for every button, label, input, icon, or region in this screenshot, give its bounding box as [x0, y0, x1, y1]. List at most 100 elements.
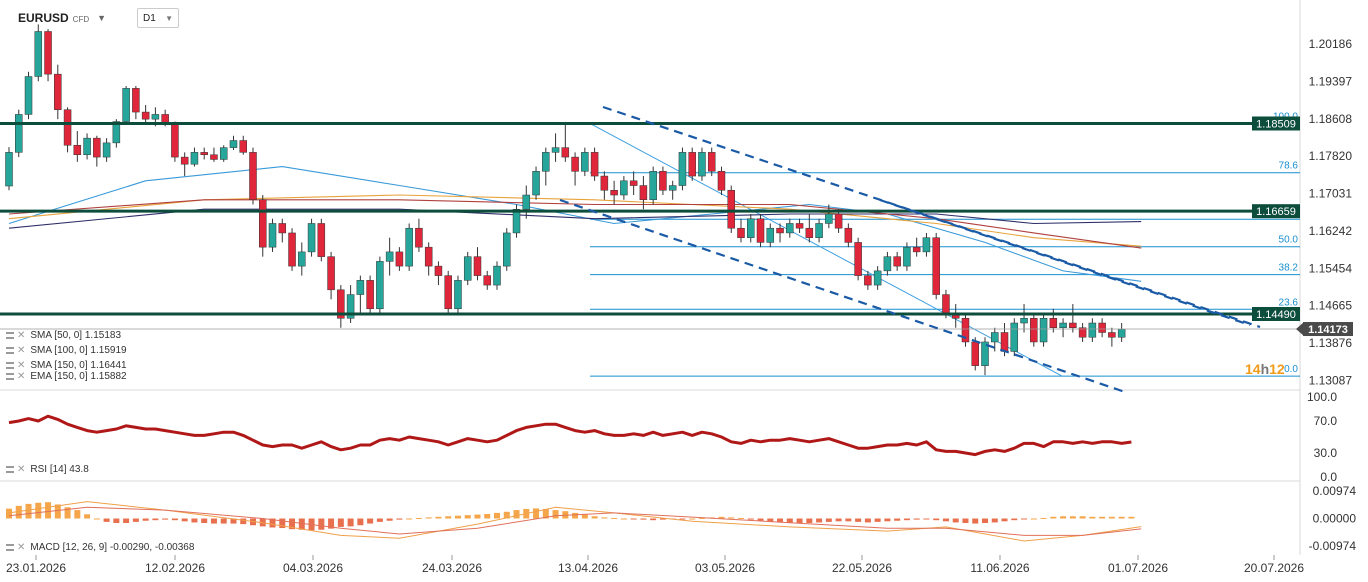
price-axis[interactable]: 1.20186 1.19397 1.18608 1.17820 1.17031 1.162… [1309, 37, 1353, 388]
candle-body [385, 251, 394, 262]
candle-body [151, 114, 160, 120]
macd-histogram-bar [142, 518, 149, 521]
chevron-down-icon: ▼ [97, 13, 107, 23]
candle-body [756, 218, 765, 243]
close-icon[interactable]: ✕ [17, 330, 26, 341]
macd-tick-label: -0.00974 [1309, 539, 1357, 553]
candle-body [93, 137, 101, 158]
symbol-name: EURUSD [18, 11, 69, 25]
macd-histogram-bar [103, 518, 110, 522]
candle-body [922, 237, 931, 253]
macd-histogram-bar [1021, 518, 1028, 520]
horizontal-levels[interactable]: 1.18509 1.16659 1.14490 1.14173 14h12 [0, 116, 1353, 377]
indicator-legend-rsi[interactable]: ✕ RSI [14] 43.8 [6, 463, 89, 476]
candle-body [73, 144, 82, 155]
indicator-legend-sma100[interactable]: ✕ SMA [100, 0] 1.15919 [6, 344, 127, 357]
menu-icon[interactable] [6, 347, 14, 354]
macd-histogram-bar [962, 518, 969, 523]
menu-icon[interactable] [6, 373, 14, 380]
date-tick-label: 13.04.2026 [558, 561, 618, 575]
close-icon[interactable]: ✕ [17, 360, 26, 371]
indicator-legend-sma50[interactable]: ✕ SMA [50, 0] 1.15183 [6, 329, 121, 342]
time-axis[interactable]: 23.01.2026 12.02.2026 04.03.2026 24.03.2026… [6, 555, 1304, 575]
macd-histogram-bar [484, 514, 491, 519]
chevron-down-icon: ▼ [165, 13, 173, 23]
candle-body [961, 318, 970, 343]
menu-icon[interactable] [6, 332, 14, 339]
macd-histogram-bar [894, 518, 901, 521]
candle-body [219, 147, 228, 160]
candle-body [747, 218, 755, 238]
candle-body [991, 332, 999, 343]
rsi-tick-label: 0.0 [1320, 470, 1337, 484]
level-price-tag [1252, 116, 1300, 131]
macd-histogram-bar [757, 518, 764, 521]
macd-histogram-bar [6, 508, 12, 519]
grid [0, 0, 1301, 555]
candle-countdown: 14h12 [1245, 361, 1285, 377]
level-price-label: 1.14490 [1256, 309, 1296, 321]
candle-body [122, 88, 130, 122]
fibonacci-retracement[interactable]: 100.078.661.850.038.223.60.0 [589, 111, 1300, 377]
indicator-legend-ema150[interactable]: ✕ EMA [150, 0] 1.15882 [6, 370, 127, 383]
date-tick-label: 01.07.2026 [1108, 561, 1168, 575]
date-tick-label: 12.02.2026 [145, 561, 205, 575]
macd-histogram-bar [201, 518, 208, 523]
trendlines[interactable] [559, 105, 1261, 394]
candle-body [542, 152, 550, 172]
timeframe-selector[interactable]: D1 ▼ [137, 8, 179, 28]
candle-body [834, 213, 843, 229]
macd-histogram-bar [1118, 516, 1125, 519]
candle-body [737, 227, 745, 238]
price-tick-label: 1.18608 [1309, 112, 1353, 126]
candle-body [298, 251, 306, 267]
indicator-legend-macd[interactable]: ✕ MACD [12, 26, 9] -0.00290, -0.00368 [6, 541, 194, 554]
macd-histogram-bar [210, 518, 217, 524]
macd-tick-label: 0.00000 [1313, 512, 1357, 526]
candle-body [854, 242, 862, 276]
candle-body [629, 180, 638, 186]
macd-histogram-bar [835, 518, 842, 522]
date-tick-label: 24.03.2026 [422, 561, 482, 575]
rsi-tick-label: 70.0 [1314, 414, 1338, 428]
candle-body [132, 88, 140, 113]
macd-histogram-bar [689, 518, 696, 520]
macd-histogram-bar [74, 510, 81, 519]
menu-icon[interactable] [6, 362, 14, 369]
menu-icon[interactable] [6, 466, 14, 473]
macd-histogram-bar [318, 518, 325, 530]
candle-body [24, 76, 33, 115]
candle-body [180, 156, 189, 165]
close-icon[interactable]: ✕ [17, 464, 26, 475]
close-icon[interactable]: ✕ [17, 371, 26, 382]
candle-body [83, 137, 91, 155]
candle-body [678, 152, 687, 186]
candle-body [337, 289, 345, 319]
candle-body [932, 237, 940, 295]
price-tick-label: 1.17031 [1309, 187, 1353, 201]
fib-anchor-line [589, 123, 1063, 377]
indicator-legend-sma150[interactable]: ✕ SMA [150, 0] 1.16441 [6, 359, 127, 372]
level-price-tag [1252, 204, 1300, 219]
candle-body [483, 275, 491, 286]
candle-body [561, 147, 570, 158]
candle-body [1049, 318, 1058, 328]
symbol-selector[interactable]: EURUSD CFD ▼ [18, 8, 106, 28]
candle-body [873, 270, 882, 286]
macd-histogram-bar [864, 518, 871, 523]
macd-histogram-bar [454, 515, 461, 519]
candle-body [551, 147, 560, 153]
candle-body [512, 208, 521, 234]
close-icon[interactable]: ✕ [17, 542, 26, 553]
macd-histogram-bar [1069, 516, 1076, 519]
close-icon[interactable]: ✕ [17, 345, 26, 356]
candle-body [581, 152, 589, 172]
price-tick-label: 1.17820 [1309, 149, 1353, 163]
price-tick-label: 1.15454 [1309, 261, 1353, 275]
macd-histogram-bar [786, 518, 793, 523]
macd-histogram-bar [181, 518, 188, 522]
macd-histogram-bar [337, 518, 344, 527]
menu-icon[interactable] [6, 544, 14, 551]
candle-body [444, 275, 452, 310]
